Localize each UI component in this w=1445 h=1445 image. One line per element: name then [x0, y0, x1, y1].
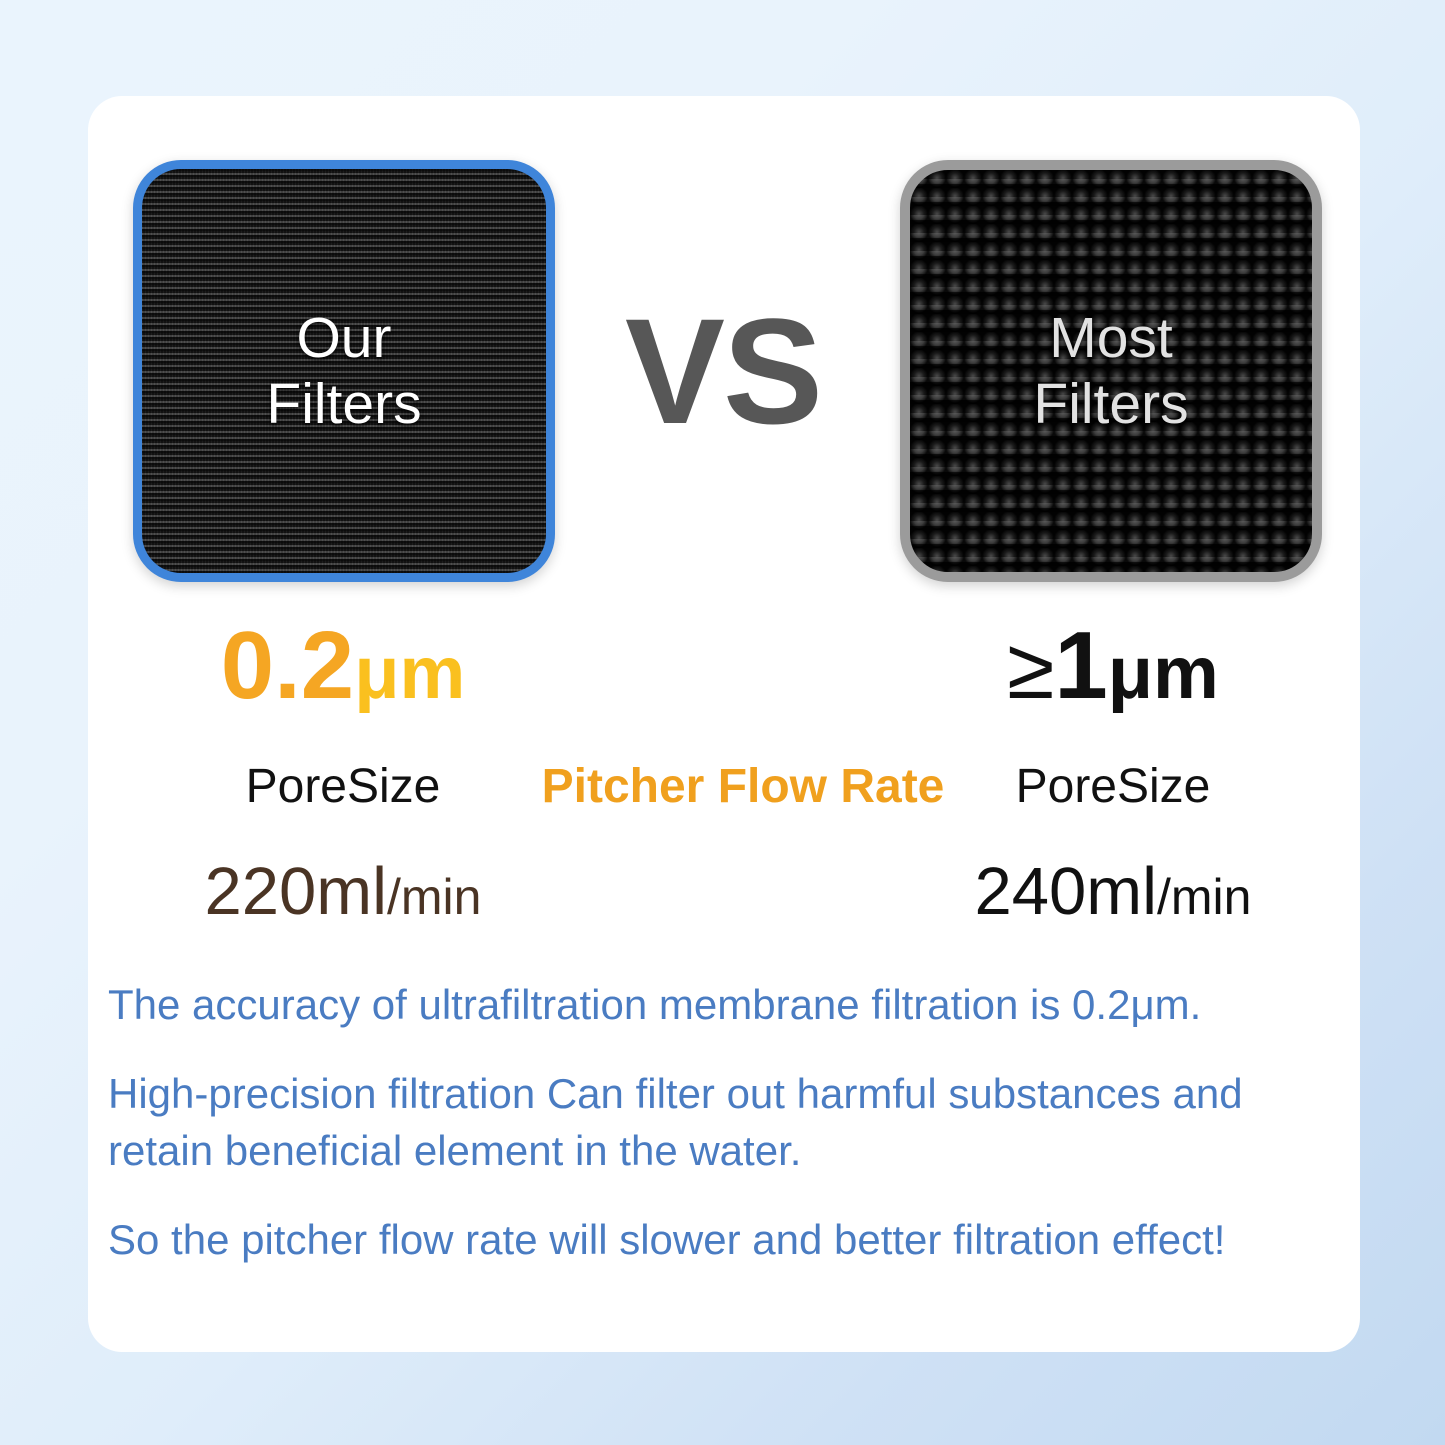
comparison-card: Our Filters VS Most Filters 0.2μm ≥1μm P… — [88, 96, 1360, 1352]
most-flow-rate-unit: /min — [1157, 869, 1252, 925]
our-pore-size-number: 0.2 — [220, 612, 355, 719]
specs-section: 0.2μm ≥1μm PoreSize Pitcher Flow Rate Po… — [88, 596, 1360, 1026]
our-pore-size-label: PoreSize — [245, 760, 441, 813]
description-line: So the pitcher flow rate will slower and… — [108, 1216, 1226, 1263]
greater-than-or-equal-icon: ≥ — [1007, 621, 1055, 717]
our-filter-pad-image: Our Filters — [133, 160, 555, 582]
most-pore-size-value: ≥1μm — [878, 618, 1348, 714]
our-flow-rate-value: 220ml/min — [108, 851, 578, 938]
our-pore-size-unit: μm — [354, 631, 466, 714]
most-pore-size-number: 1 — [1054, 612, 1108, 719]
vs-label: VS — [624, 286, 823, 455]
most-flow-rate-value: 240ml/min — [878, 851, 1348, 938]
most-flow-rate-number: 240ml — [974, 854, 1157, 929]
most-pore-size-unit: μm — [1107, 631, 1219, 714]
most-filter-pad-label: Most Filters — [1033, 305, 1189, 436]
pitcher-flow-rate-label: Pitcher Flow Rate — [541, 760, 945, 813]
our-pore-size-value: 0.2μm — [108, 618, 578, 714]
most-filter-block: Most Filters — [900, 160, 1322, 582]
description-line: The accuracy of ultrafiltration membrane… — [108, 981, 1202, 1028]
our-flow-rate-number: 220ml — [204, 854, 387, 929]
flow-rate-values-row: 220ml/min 240ml/min — [88, 851, 1360, 941]
our-filter-block: Our Filters — [133, 160, 555, 582]
description-line: High-precision filtration Can filter out… — [108, 1070, 1243, 1174]
our-filter-pad-label: Our Filters — [266, 305, 422, 436]
description-section: The accuracy of ultrafiltration membrane… — [108, 976, 1358, 1300]
most-filter-pad-image: Most Filters — [900, 160, 1322, 582]
filters-comparison-row: Our Filters VS Most Filters — [88, 96, 1360, 596]
spec-labels-row: PoreSize Pitcher Flow Rate PoreSize — [88, 756, 1360, 826]
most-pore-size-label: PoreSize — [1015, 760, 1211, 813]
our-flow-rate-unit: /min — [387, 869, 482, 925]
